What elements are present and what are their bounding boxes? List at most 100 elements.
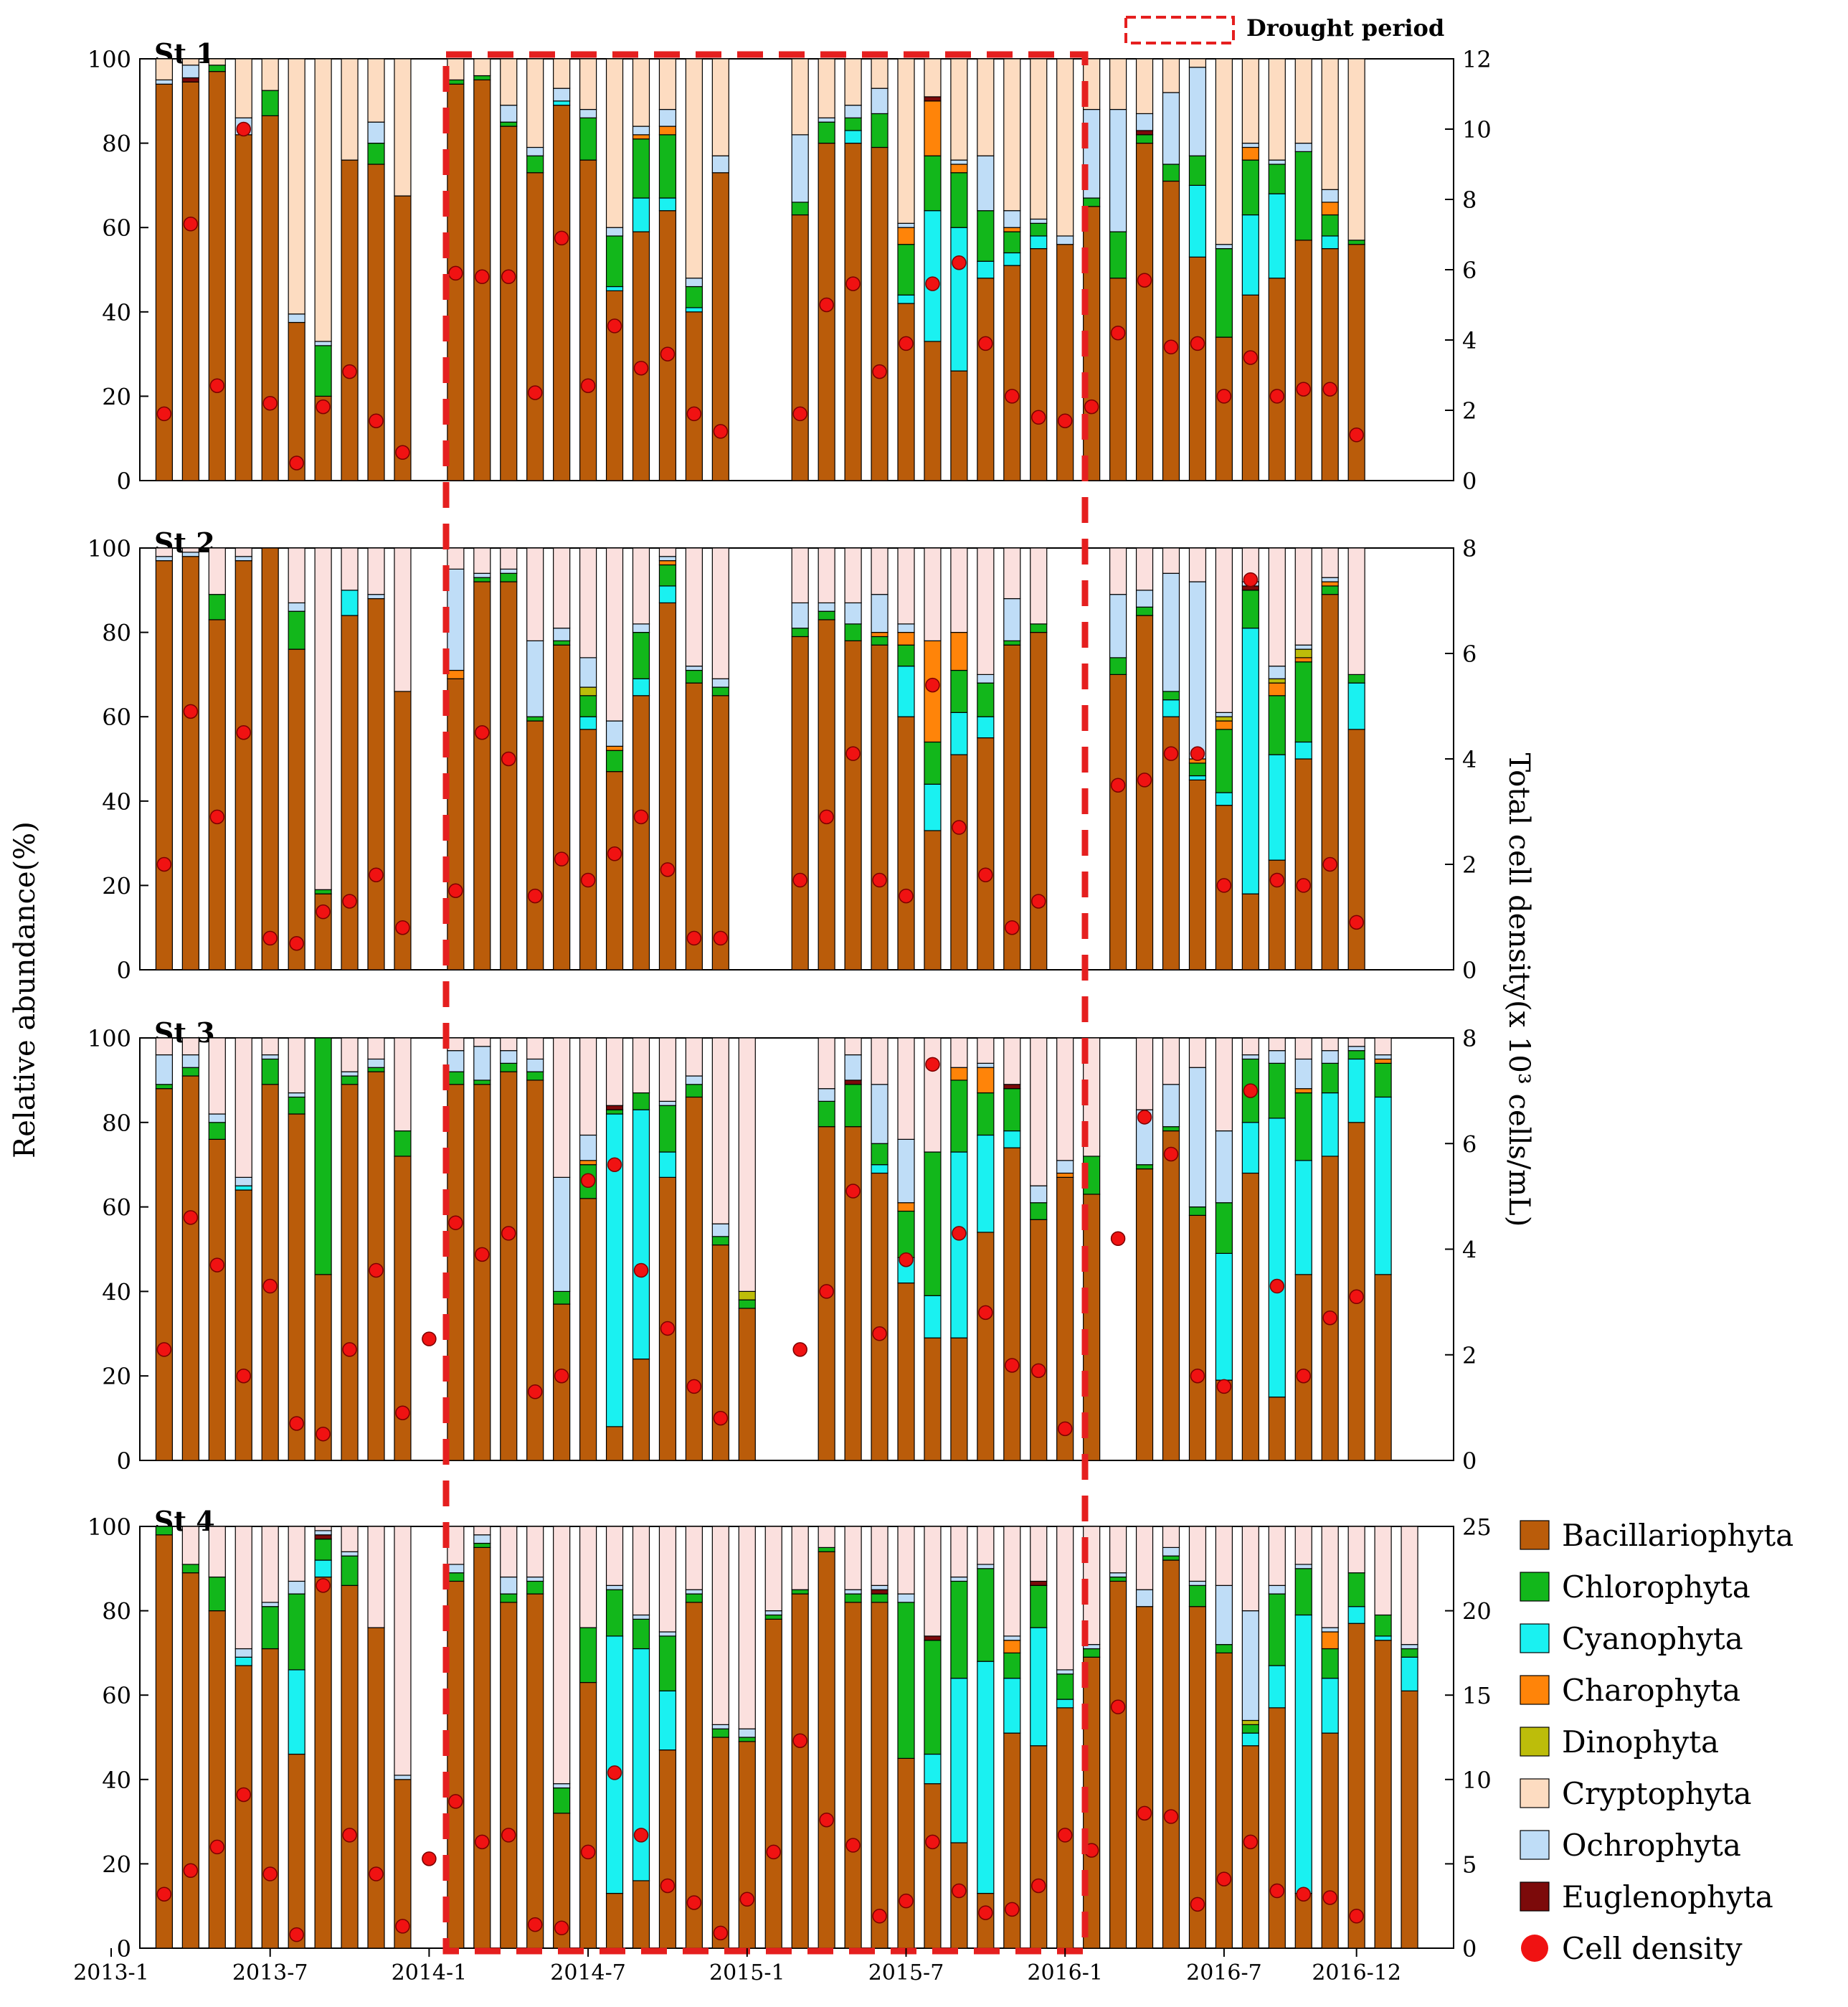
bar-segment-ochrophyta bbox=[314, 1530, 332, 1536]
bar-segment-other bbox=[234, 547, 252, 557]
bar-segment-bacillariophyta bbox=[1401, 1690, 1418, 1949]
bar-segment-chlorophyta bbox=[314, 345, 332, 397]
cell-density-point bbox=[1005, 920, 1020, 935]
bar-segment-ochrophyta bbox=[977, 1564, 995, 1569]
cell-density-point bbox=[236, 1787, 251, 1803]
bar-segment-chlorophyta bbox=[208, 65, 226, 72]
bar-segment-bacillariophyta bbox=[1162, 180, 1180, 481]
bar-segment-cryptophyta bbox=[632, 58, 650, 127]
bar-segment-bacillariophyta bbox=[447, 1580, 465, 1949]
stacked-bar bbox=[711, 1037, 729, 1461]
bar-segment-cyanophyta bbox=[1268, 1118, 1286, 1398]
drought-period-legend-swatch bbox=[1124, 16, 1235, 44]
cell-density-point bbox=[1322, 1890, 1337, 1905]
bar-segment-chlorophyta bbox=[500, 572, 518, 582]
bar-segment-bacillariophyta bbox=[844, 143, 862, 481]
cell-density-point bbox=[607, 846, 622, 861]
bar-segment-ochrophyta bbox=[1321, 189, 1339, 203]
x-tick-label: 2016-7 bbox=[1186, 1960, 1262, 1985]
bar-segment-bacillariophyta bbox=[791, 214, 809, 481]
stacked-bar bbox=[181, 1037, 199, 1461]
cell-density-point bbox=[475, 725, 490, 740]
cell-density-point bbox=[766, 1844, 781, 1860]
bar-segment-cryptophyta bbox=[658, 58, 677, 110]
bar-segment-cryptophyta bbox=[1003, 58, 1021, 212]
y-right-tick-label: 4 bbox=[1462, 327, 1477, 354]
stacked-bar bbox=[1135, 1037, 1154, 1461]
bar-segment-bacillariophyta bbox=[288, 1753, 305, 1949]
bar-segment-chlorophyta bbox=[1162, 164, 1180, 182]
stacked-bar bbox=[605, 547, 624, 971]
bar-segment-charophyta bbox=[1215, 720, 1233, 730]
bar-segment-cryptophyta bbox=[1162, 58, 1180, 93]
bar-segment-ochrophyta bbox=[447, 1564, 465, 1574]
bar-segment-ochrophyta bbox=[658, 1100, 677, 1106]
bar-segment-cyanophyta bbox=[1347, 1058, 1365, 1123]
bar-segment-chlorophyta bbox=[526, 1580, 544, 1595]
stacked-bar bbox=[553, 1526, 571, 1949]
stacked-bar bbox=[1135, 547, 1154, 971]
bar-segment-cyanophyta bbox=[553, 100, 571, 106]
bar-segment-bacillariophyta bbox=[208, 71, 226, 481]
stacked-bar bbox=[473, 1526, 491, 1949]
bar-segment-euglenophyta bbox=[314, 1534, 332, 1540]
y-left-tick-label: 80 bbox=[102, 1598, 131, 1625]
bar-segment-dinophyta bbox=[1294, 648, 1312, 658]
bar-segment-chlorophyta bbox=[261, 1058, 279, 1085]
bar-segment-other bbox=[500, 1037, 518, 1052]
bar-segment-bacillariophyta bbox=[526, 1080, 544, 1461]
bar-segment-ochrophyta bbox=[261, 1602, 279, 1607]
cell-density-point bbox=[448, 883, 463, 898]
bar-segment-bacillariophyta bbox=[288, 648, 305, 971]
stacked-bar bbox=[1215, 547, 1233, 971]
cell-density-point bbox=[978, 867, 993, 882]
cell-density-point bbox=[1137, 273, 1152, 288]
bar-segment-euglenophyta bbox=[924, 1635, 942, 1641]
bar-segment-other bbox=[526, 547, 544, 641]
y-left-tick-label: 20 bbox=[102, 383, 131, 410]
bar-segment-cryptophyta bbox=[897, 58, 915, 224]
bar-segment-other bbox=[924, 547, 942, 641]
bar-segment-bacillariophyta bbox=[1003, 265, 1021, 481]
bar-segment-other bbox=[1030, 547, 1048, 625]
bar-segment-other bbox=[208, 1037, 226, 1115]
bar-segment-chlorophyta bbox=[1135, 1164, 1154, 1170]
bar-segment-bacillariophyta bbox=[1030, 1745, 1048, 1949]
bar-segment-chlorophyta bbox=[553, 1787, 571, 1814]
bar-segment-bacillariophyta bbox=[1162, 1559, 1180, 1949]
bar-segment-ochrophyta bbox=[711, 678, 729, 688]
stacked-bar bbox=[871, 1526, 889, 1949]
bar-segment-ochrophyta bbox=[1056, 1669, 1074, 1675]
bar-segment-chlorophyta bbox=[208, 1576, 226, 1612]
drought-period-legend: Drought period bbox=[1124, 14, 1444, 44]
cell-density-point bbox=[554, 1368, 569, 1384]
bar-segment-chlorophyta bbox=[764, 1614, 782, 1620]
bar-segment-bacillariophyta bbox=[658, 602, 677, 971]
cell-density-point bbox=[633, 809, 649, 825]
bar-segment-cryptophyta bbox=[1241, 58, 1259, 144]
bar-segment-bacillariophyta bbox=[181, 1572, 199, 1949]
bar-segment-charophyta bbox=[897, 631, 915, 646]
stacked-bar bbox=[394, 58, 412, 481]
bar-segment-chlorophyta bbox=[685, 669, 703, 684]
bar-segment-other bbox=[1003, 547, 1021, 600]
stacked-bar bbox=[314, 58, 332, 481]
cell-density-point bbox=[1005, 389, 1020, 404]
bar-segment-other bbox=[632, 1526, 650, 1616]
bar-segment-cyanophyta bbox=[1294, 1614, 1312, 1894]
bar-segment-cyanophyta bbox=[977, 260, 995, 279]
bar-segment-other bbox=[1003, 1526, 1021, 1637]
bar-segment-other bbox=[341, 1037, 359, 1072]
bar-segment-other bbox=[924, 1037, 942, 1153]
bar-segment-ochrophyta bbox=[685, 1075, 703, 1085]
bar-segment-bacillariophyta bbox=[685, 1096, 703, 1461]
bar-segment-ochrophyta bbox=[1321, 577, 1339, 582]
bar-segment-other bbox=[208, 1526, 226, 1578]
cell-density-point bbox=[925, 1834, 940, 1850]
stacked-bar bbox=[658, 1526, 677, 1949]
bar-segment-chlorophyta bbox=[924, 1151, 942, 1296]
bar-segment-bacillariophyta bbox=[1135, 143, 1154, 481]
bar-segment-ochrophyta bbox=[473, 1534, 491, 1544]
bar-segment-cyanophyta bbox=[1162, 699, 1180, 717]
legend-swatch-euglenophyta bbox=[1520, 1881, 1550, 1912]
